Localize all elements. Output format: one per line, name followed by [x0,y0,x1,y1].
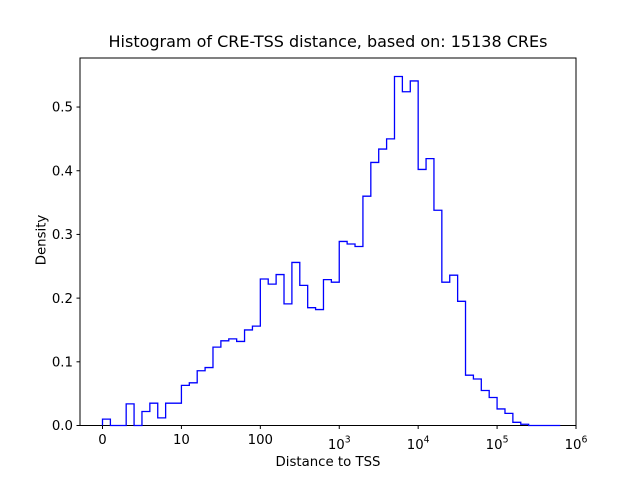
y-axis-tick-label: 0.4 [52,164,73,179]
x-axis-tick-label: 104 [407,435,430,454]
y-axis-tick-label: 0.1 [52,356,73,371]
x-axis-tick-label: 105 [486,435,509,454]
x-axis-title: Distance to TSS [275,455,381,470]
y-axis-tick-label: 0.5 [52,101,73,116]
x-axis-tick-label: 103 [328,435,351,454]
axes-spines [79,57,577,426]
y-axis-title: Density [34,214,50,266]
x-axis-tick-label: 0 [98,433,106,448]
x-axis-tick-label: 106 [565,435,588,454]
x-axis-tick-label: 100 [248,433,273,448]
y-axis-tick-label: 0.2 [52,292,73,307]
y-axis-tick-label: 0.0 [52,419,73,434]
x-axis-tick-label: 10 [173,433,190,448]
y-axis-tick-label: 0.3 [52,228,73,243]
chart-title: Histogram of CRE-TSS distance, based on:… [108,32,548,51]
histogram-step-line [101,75,561,427]
